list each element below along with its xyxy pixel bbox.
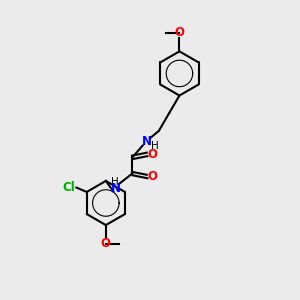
Text: H: H [152, 142, 159, 152]
Text: H: H [111, 177, 119, 188]
Text: O: O [147, 170, 158, 183]
Text: O: O [147, 148, 158, 161]
Text: O: O [101, 237, 111, 250]
Text: N: N [142, 135, 152, 148]
Text: Cl: Cl [63, 181, 75, 194]
Text: O: O [174, 26, 184, 39]
Text: N: N [111, 182, 121, 195]
